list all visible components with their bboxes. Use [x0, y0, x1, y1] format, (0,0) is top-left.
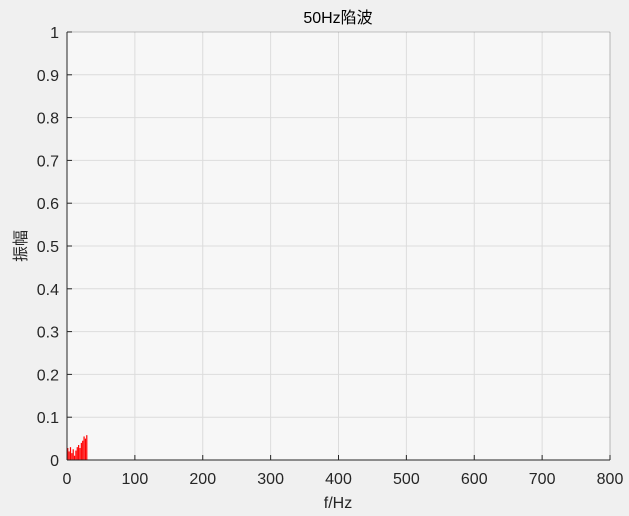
x-tick-label: 200: [189, 471, 216, 488]
spectrum-bar: [73, 455, 76, 460]
grid-lines: [67, 32, 610, 460]
y-tick-label: 0.6: [37, 196, 59, 213]
y-tick-label: 0: [50, 453, 59, 470]
spectrum-bar: [78, 445, 80, 460]
x-tick-label: 500: [393, 471, 420, 488]
y-tick-label: 0.1: [37, 410, 59, 427]
y-tick-label: 1: [50, 25, 59, 42]
spectrum-bar: [80, 442, 82, 460]
axes: [66, 31, 611, 461]
x-tick-label: 300: [257, 471, 284, 488]
spectrum-bar: [84, 438, 87, 460]
y-tick-label: 0.5: [37, 239, 59, 256]
spectrum-bar: [79, 448, 81, 460]
spectrum-bar: [76, 447, 78, 460]
x-tick-label: 400: [325, 471, 352, 488]
spectrum-bar: [83, 436, 85, 460]
x-tick-label: 600: [461, 471, 488, 488]
x-tick-label: 100: [122, 471, 149, 488]
spectrum-bar: [71, 453, 73, 460]
spectrum-bar: [68, 451, 70, 460]
spectrum-bar: [86, 435, 88, 460]
spectrum-bar: [69, 447, 72, 460]
y-tick-label: 0.2: [37, 367, 59, 384]
data-bars: [67, 435, 88, 460]
chart-title: 50Hz陷波: [303, 9, 372, 27]
y-axis-label: 振幅: [12, 230, 30, 262]
y-tick-label: 0.8: [37, 111, 59, 128]
y-tick-label: 0.7: [37, 153, 59, 170]
spectrum-bar: [67, 448, 69, 460]
x-tick-labels: 0 100 200 300 400 500 600 700 800: [63, 471, 624, 488]
y-tick-labels: 0 0.1 0.2 0.3 0.4 0.5 0.6 0.7 0.8 0.9 1: [37, 25, 59, 470]
spectrum-bar: [75, 450, 77, 460]
y-tick-label: 0.3: [37, 325, 59, 342]
y-tick-label: 0.9: [37, 68, 59, 85]
x-tick-label: 0: [63, 471, 72, 488]
x-tick-label: 800: [597, 471, 624, 488]
spectrum-bar: [72, 449, 74, 460]
y-tick-label: 0.4: [37, 282, 59, 299]
x-axis-label: f/Hz: [324, 495, 352, 512]
spectrum-bar: [82, 440, 84, 460]
x-tick-label: 700: [529, 471, 556, 488]
